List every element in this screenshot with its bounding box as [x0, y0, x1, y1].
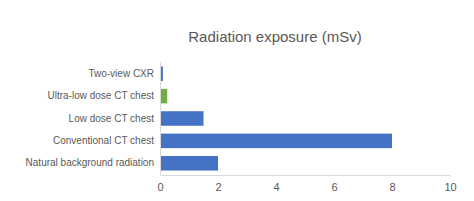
x-tick-label: 8	[389, 181, 395, 193]
bar	[160, 89, 167, 104]
x-tick-label: 4	[273, 181, 279, 193]
chart: Radiation exposure (mSv) 0 2 4 6 8 10 Two-view …	[0, 0, 474, 201]
chart-title: Radiation exposure (mSv)	[188, 28, 361, 45]
x-axis: 0 2 4 6 8 10	[157, 175, 456, 193]
y-axis-line	[160, 63, 161, 176]
bar	[160, 156, 218, 171]
y-axis: Two-view CXR Ultra-low dose CT chest Low d…	[26, 63, 161, 176]
y-tick: Ultra-low dose CT chest	[47, 90, 160, 101]
y-tick-label: Low dose CT chest	[69, 113, 155, 124]
x-tick: 6	[331, 175, 337, 193]
y-tick: Natural background radiation	[26, 157, 160, 168]
x-tick-label: 6	[331, 181, 337, 193]
y-tick: Low dose CT chest	[69, 113, 160, 124]
x-tick: 0	[157, 175, 163, 193]
x-axis-line	[161, 175, 451, 176]
bar	[160, 111, 204, 126]
y-tick-label: Natural background radiation	[26, 157, 154, 168]
y-tick-label: Two-view CXR	[88, 68, 154, 79]
x-tick-label: 10	[444, 181, 456, 193]
y-tick: Conventional CT chest	[53, 135, 160, 146]
y-tick-label: Conventional CT chest	[53, 135, 154, 146]
y-tick: Two-view CXR	[88, 68, 160, 79]
y-tick-label: Ultra-low dose CT chest	[47, 90, 154, 101]
x-tick-label: 2	[215, 181, 221, 193]
bar	[160, 134, 392, 149]
x-tick: 10	[444, 175, 456, 193]
x-tick: 8	[389, 175, 395, 193]
x-tick-label: 0	[157, 181, 163, 193]
x-tick: 4	[273, 175, 279, 193]
x-tick: 2	[215, 175, 221, 193]
plot: 0 2 4 6 8 10 Two-view CXR Ultra-low dose CT che…	[26, 63, 457, 193]
bars	[160, 66, 392, 170]
